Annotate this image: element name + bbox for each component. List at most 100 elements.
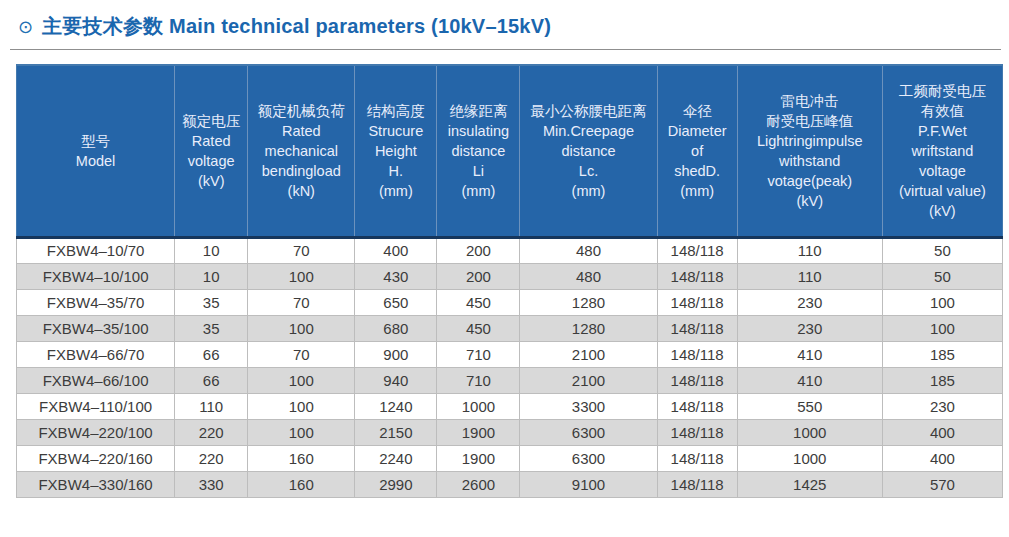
value-cell: 1425 [737, 471, 882, 497]
value-cell: 148/118 [657, 341, 737, 367]
model-cell: FXBW4–35/70 [17, 289, 175, 315]
value-cell: 1280 [520, 315, 657, 341]
model-cell: FXBW4–10/70 [17, 237, 175, 263]
value-cell: 450 [437, 289, 520, 315]
value-cell: 710 [437, 367, 520, 393]
page-title: 主要技术参数 Main technical parameters (10kV–1… [42, 13, 551, 40]
header-lightning-impulse-withstand: 雷电冲击 耐受电压峰值 Lightringimpulse withstand v… [737, 65, 882, 237]
table-row: FXBW4–66/7066709007102100148/118410185 [17, 341, 1003, 367]
value-cell: 430 [355, 263, 437, 289]
value-cell: 66 [175, 367, 248, 393]
value-cell: 148/118 [657, 367, 737, 393]
value-cell: 35 [175, 315, 248, 341]
value-cell: 50 [882, 263, 1002, 289]
header-power-frequency-withstand: 工频耐受电压 有效值 P.F.Wet wriftstand voltage (v… [882, 65, 1002, 237]
table-row: FXBW4–10/701070400200480148/11811050 [17, 237, 1003, 263]
value-cell: 650 [355, 289, 437, 315]
value-cell: 230 [737, 315, 882, 341]
value-cell: 2150 [355, 419, 437, 445]
value-cell: 148/118 [657, 419, 737, 445]
value-cell: 6300 [520, 445, 657, 471]
value-cell: 148/118 [657, 393, 737, 419]
value-cell: 2990 [355, 471, 437, 497]
value-cell: 480 [520, 237, 657, 263]
header-min-creepage-distance: 最小公称腰电距离 Min.Creepage distance Lc. (mm) [520, 65, 657, 237]
value-cell: 148/118 [657, 289, 737, 315]
value-cell: 680 [355, 315, 437, 341]
value-cell: 480 [520, 263, 657, 289]
value-cell: 230 [882, 393, 1002, 419]
table-row: FXBW4–35/7035706504501280148/118230100 [17, 289, 1003, 315]
value-cell: 148/118 [657, 237, 737, 263]
model-cell: FXBW4–220/160 [17, 445, 175, 471]
value-cell: 10 [175, 263, 248, 289]
value-cell: 66 [175, 341, 248, 367]
value-cell: 100 [248, 367, 355, 393]
table-header: 型号 Model 额定电压 Rated voltage (kV) 额定机械负荷 … [17, 65, 1003, 237]
value-cell: 710 [437, 341, 520, 367]
value-cell: 940 [355, 367, 437, 393]
value-cell: 70 [248, 237, 355, 263]
value-cell: 100 [882, 315, 1002, 341]
value-cell: 148/118 [657, 445, 737, 471]
value-cell: 410 [737, 367, 882, 393]
value-cell: 50 [882, 237, 1002, 263]
value-cell: 110 [737, 237, 882, 263]
value-cell: 160 [248, 471, 355, 497]
value-cell: 110 [737, 263, 882, 289]
model-cell: FXBW4–35/100 [17, 315, 175, 341]
value-cell: 900 [355, 341, 437, 367]
header-rated-mechanical-bending-load: 额定机械负荷 Rated mechanical bendingload (kN) [248, 65, 355, 237]
value-cell: 1000 [737, 445, 882, 471]
table-row: FXBW4–35/100351006804501280148/118230100 [17, 315, 1003, 341]
value-cell: 185 [882, 367, 1002, 393]
value-cell: 110 [175, 393, 248, 419]
value-cell: 1000 [437, 393, 520, 419]
value-cell: 10 [175, 237, 248, 263]
value-cell: 1900 [437, 419, 520, 445]
value-cell: 70 [248, 341, 355, 367]
header-model: 型号 Model [17, 65, 175, 237]
value-cell: 220 [175, 419, 248, 445]
value-cell: 100 [248, 263, 355, 289]
table-row: FXBW4–330/160330160299026009100148/11814… [17, 471, 1003, 497]
value-cell: 100 [248, 315, 355, 341]
value-cell: 9100 [520, 471, 657, 497]
table-row: FXBW4–66/100661009407102100148/118410185 [17, 367, 1003, 393]
model-cell: FXBW4–66/70 [17, 341, 175, 367]
value-cell: 220 [175, 445, 248, 471]
value-cell: 2600 [437, 471, 520, 497]
value-cell: 6300 [520, 419, 657, 445]
value-cell: 570 [882, 471, 1002, 497]
value-cell: 400 [355, 237, 437, 263]
value-cell: 70 [248, 289, 355, 315]
model-cell: FXBW4–10/100 [17, 263, 175, 289]
value-cell: 3300 [520, 393, 657, 419]
model-cell: FXBW4–66/100 [17, 367, 175, 393]
title-divider [10, 49, 1001, 50]
value-cell: 330 [175, 471, 248, 497]
model-cell: FXBW4–110/100 [17, 393, 175, 419]
table-row: FXBW4–220/100220100215019006300148/11810… [17, 419, 1003, 445]
value-cell: 550 [737, 393, 882, 419]
header-structure-height: 结构高度 Strucure Height H. (mm) [355, 65, 437, 237]
value-cell: 200 [437, 237, 520, 263]
value-cell: 400 [882, 445, 1002, 471]
section-title-row: ⊙ 主要技术参数 Main technical parameters (10kV… [0, 0, 1009, 40]
table-row: FXBW4–220/160220160224019006300148/11810… [17, 445, 1003, 471]
value-cell: 160 [248, 445, 355, 471]
value-cell: 410 [737, 341, 882, 367]
value-cell: 185 [882, 341, 1002, 367]
model-cell: FXBW4–220/100 [17, 419, 175, 445]
value-cell: 100 [248, 393, 355, 419]
value-cell: 1900 [437, 445, 520, 471]
value-cell: 148/118 [657, 471, 737, 497]
value-cell: 1240 [355, 393, 437, 419]
header-insulating-distance: 绝缘距离 insulating distance Li (mm) [437, 65, 520, 237]
value-cell: 230 [737, 289, 882, 315]
table-body: FXBW4–10/701070400200480148/11811050FXBW… [17, 237, 1003, 497]
table-header-row: 型号 Model 额定电压 Rated voltage (kV) 额定机械负荷 … [17, 65, 1003, 237]
parameters-table-wrap: 型号 Model 额定电压 Rated voltage (kV) 额定机械负荷 … [16, 64, 1009, 498]
value-cell: 2100 [520, 367, 657, 393]
value-cell: 1000 [737, 419, 882, 445]
